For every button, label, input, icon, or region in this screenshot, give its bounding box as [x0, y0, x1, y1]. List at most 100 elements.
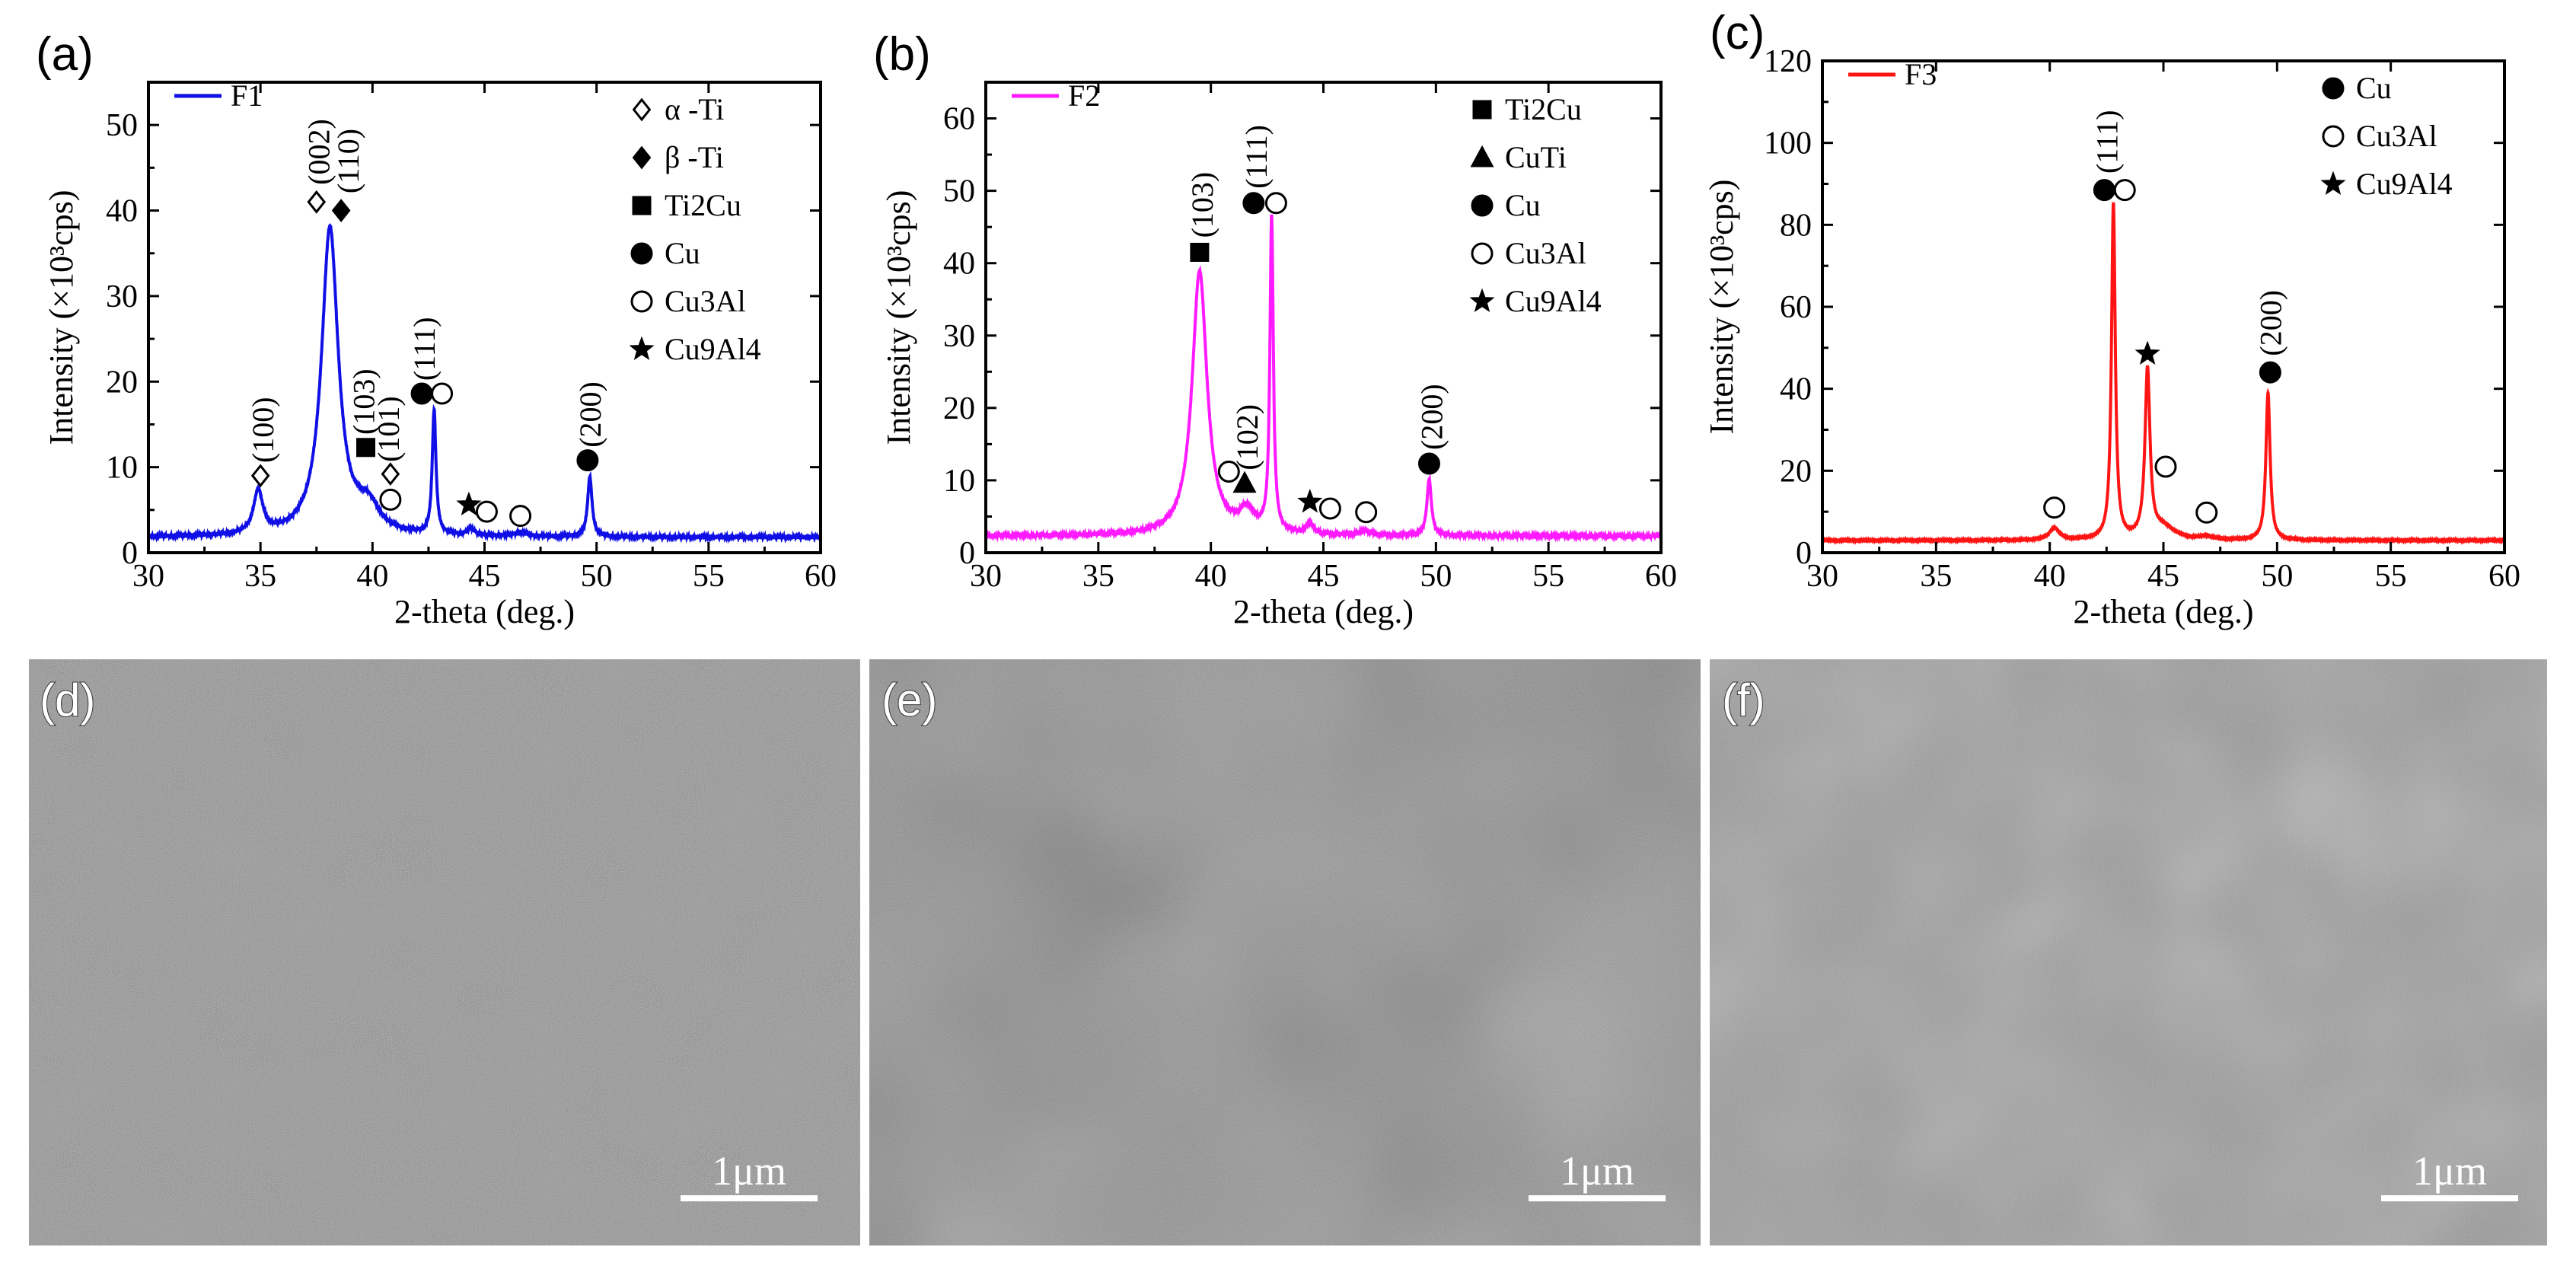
x-axis-title: 2-theta (deg.): [394, 593, 575, 630]
peak-index-label: (200): [573, 381, 607, 448]
legend-phase-label: α -Ti: [665, 92, 724, 126]
panel-label: (a): [36, 28, 94, 81]
x-tick-label: 60: [2488, 559, 2520, 594]
y-tick-label: 50: [106, 108, 138, 143]
x-axis-title: 2-theta (deg.): [2074, 593, 2254, 630]
y-tick-label: 20: [106, 365, 138, 400]
legend-open-circle-icon: [2322, 125, 2345, 148]
scale-bar-label: 1μm: [712, 1148, 786, 1194]
y-tick-label: 0: [959, 536, 975, 571]
y-axis-title: Intensity (×10³cps): [43, 190, 80, 445]
peak-marker-filled-circle-icon: [2259, 361, 2281, 384]
peak-marker-filled-triangle-icon: [1232, 470, 1257, 493]
peak-marker-open-circle-icon: [1355, 501, 1378, 524]
legend-phase-label: Ti2Cu: [665, 188, 741, 222]
peak-index-label: (111): [2090, 110, 2124, 174]
peak-marker-filled-circle-icon: [576, 449, 599, 472]
x-tick-label: 50: [581, 559, 613, 594]
legend-phase-label: Cu9Al4: [2356, 167, 2453, 201]
legend-phase-label: Cu: [1505, 188, 1541, 222]
legend-phase-label: Cu3Al: [1505, 236, 1586, 270]
legend-phase-label: Cu3Al: [665, 284, 746, 318]
y-tick-label: 10: [106, 451, 138, 486]
peak-marker-filled-square-icon: [1190, 242, 1210, 262]
peak-index-label: (103): [1185, 172, 1219, 238]
legend-filled-star-icon: [2320, 171, 2346, 196]
legend-phase-label: Cu9Al4: [1505, 284, 1602, 318]
peak-index-label: (110): [331, 129, 365, 193]
series-line-f2: [984, 214, 1663, 543]
x-tick-label: 50: [2261, 559, 2293, 594]
xrd-chart-c: F3 30 35 40 45 50 55 60 0 20 40 60 80 100 120 2-theta (…: [1703, 7, 2520, 630]
series-line-f3: [1821, 202, 2506, 545]
legend-filled-star-icon: [1469, 288, 1495, 313]
y-tick-label: 0: [1796, 536, 1812, 571]
series-line-f1: [147, 223, 822, 544]
peak-marker-open-circle-icon: [2113, 179, 2136, 202]
peak-marker-filled-circle-icon: [410, 382, 433, 405]
peak-index-label: (100): [246, 397, 280, 463]
peak-index-label: (102): [1230, 404, 1264, 470]
peak-marker-filled-circle-icon: [1242, 192, 1265, 215]
legend-filled-triangle-icon: [1470, 145, 1494, 167]
peak-marker-open-circle-icon: [2154, 455, 2177, 478]
peak-marker-filled-star-icon: [2134, 340, 2160, 365]
scale-bar-label: 1μm: [1560, 1148, 1634, 1194]
sem-image-f: (f) 1μm: [1710, 659, 2547, 1245]
legend-phase-label: CuTi: [1505, 140, 1567, 174]
peak-marker-open-diamond-icon: [381, 462, 400, 486]
peak-index-label: (111): [1239, 125, 1274, 189]
y-tick-label: 120: [1764, 44, 1812, 79]
y-tick-label: 20: [1780, 454, 1812, 489]
x-tick-label: 40: [1195, 559, 1227, 594]
legend-series-name: F2: [1068, 78, 1100, 113]
peak-marker-filled-diamond-icon: [331, 199, 351, 222]
peak-index-label: (200): [1414, 384, 1449, 450]
legend-open-circle-icon: [630, 290, 653, 313]
x-tick-label: 55: [693, 559, 725, 594]
y-tick-label: 40: [106, 194, 138, 229]
xrd-chart-b: F2 30 35 40 45 50 55 60 0 10 20 30 40 50 60 2-theta (de…: [873, 28, 1677, 630]
x-tick-label: 40: [2034, 559, 2066, 594]
peak-marker-filled-circle-icon: [2093, 179, 2115, 202]
x-tick-label: 30: [132, 559, 164, 594]
legend-filled-circle-icon: [630, 242, 653, 265]
y-tick-label: 80: [1780, 208, 1812, 243]
x-tick-label: 40: [356, 559, 388, 594]
peak-marker-open-circle-icon: [1264, 192, 1287, 215]
peak-marker-open-circle-icon: [379, 488, 402, 511]
x-tick-label: 55: [2375, 559, 2407, 594]
legend-open-circle-icon: [1471, 242, 1494, 265]
y-tick-label: 30: [943, 319, 975, 354]
legend-filled-square-icon: [1472, 100, 1492, 120]
peak-marker-filled-star-icon: [1297, 488, 1323, 513]
sem-panel-label: (e): [882, 675, 937, 726]
peak-marker-filled-circle-icon: [1417, 452, 1440, 475]
peak-marker-open-circle-icon: [509, 505, 532, 528]
legend-filled-square-icon: [632, 196, 652, 215]
peak-index-label: (101): [371, 396, 406, 462]
legend-series-name: F3: [1905, 57, 1937, 91]
legend-series-name: F1: [231, 78, 263, 113]
sem-image-e: (e) 1μm: [869, 659, 1701, 1245]
legend-open-diamond-icon: [632, 97, 652, 122]
peak-marker-open-diamond-icon: [307, 190, 327, 214]
peak-marker-open-circle-icon: [2043, 496, 2066, 519]
peak-index-label: (111): [407, 317, 442, 381]
legend-phase-label: Cu9Al4: [665, 332, 761, 366]
peak-marker-open-circle-icon: [1318, 497, 1341, 520]
peak-marker-filled-star-icon: [456, 491, 482, 516]
x-tick-label: 45: [2147, 559, 2179, 594]
x-tick-label: 50: [1420, 559, 1452, 594]
x-tick-label: 35: [1082, 559, 1114, 594]
y-tick-label: 60: [1780, 290, 1812, 325]
y-tick-label: 100: [1764, 126, 1812, 161]
legend-filled-circle-icon: [1471, 194, 1494, 217]
peak-index-label: (103): [347, 368, 381, 435]
peak-marker-filled-square-icon: [356, 438, 376, 458]
sem-panel-label: (f): [1722, 675, 1765, 726]
y-tick-label: 40: [943, 247, 975, 282]
peak-index-label: (002): [302, 119, 336, 185]
